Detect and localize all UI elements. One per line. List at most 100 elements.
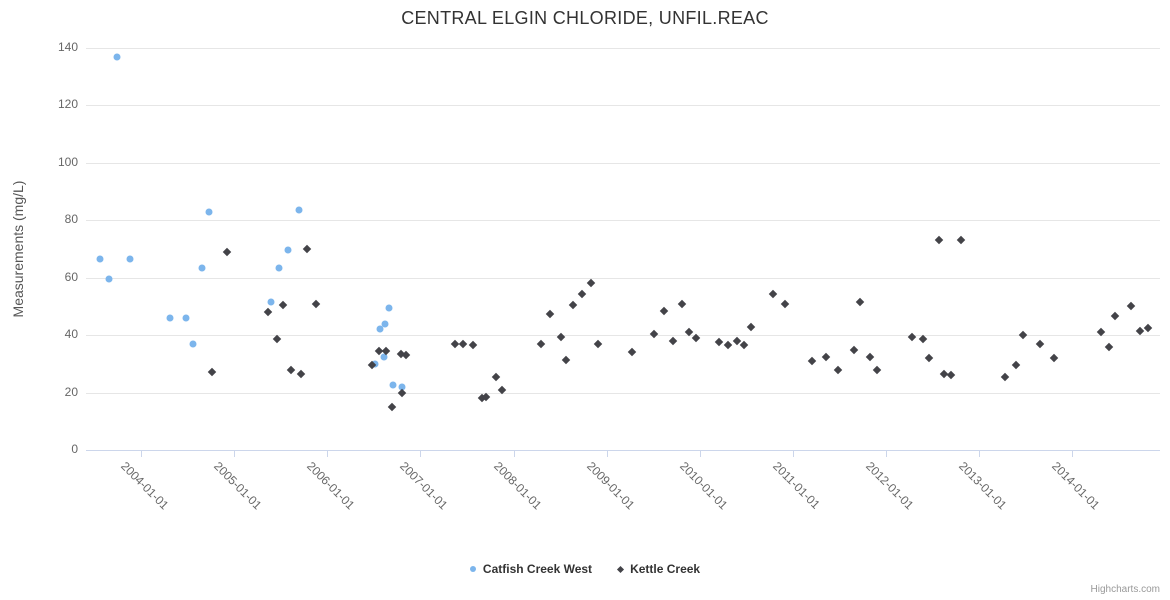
data-point-kettle-creek[interactable] (1143, 323, 1153, 333)
x-tick-mark (513, 451, 515, 457)
data-point-kettle-creek[interactable] (311, 299, 321, 308)
data-point-kettle-creek[interactable] (649, 329, 659, 338)
data-point-catfish-creek-west[interactable] (182, 314, 190, 322)
y-gridline (86, 48, 1160, 49)
data-point-catfish-creek-west[interactable] (198, 264, 205, 272)
data-point-kettle-creek[interactable] (907, 332, 917, 341)
y-tick-label: 20 (64, 384, 78, 399)
data-point-kettle-creek[interactable] (222, 247, 231, 257)
data-point-kettle-creek[interactable] (545, 309, 555, 318)
legend: Catfish Creek West Kettle Creek (0, 562, 1170, 576)
data-point-kettle-creek[interactable] (568, 300, 578, 310)
data-point-catfish-creek-west[interactable] (376, 325, 384, 333)
data-point-kettle-creek[interactable] (1018, 330, 1028, 340)
legend-item-kettle-creek[interactable]: Kettle Creek (617, 562, 700, 576)
data-point-kettle-creek[interactable] (677, 299, 687, 308)
y-gridline (86, 335, 1160, 337)
data-point-kettle-creek[interactable] (739, 340, 748, 350)
data-point-kettle-creek[interactable] (556, 332, 566, 341)
data-point-kettle-creek[interactable] (207, 368, 216, 377)
data-point-kettle-creek[interactable] (627, 348, 637, 357)
highcharts-credits-link[interactable]: Highcharts.com (1090, 584, 1160, 595)
data-point-kettle-creek[interactable] (849, 345, 858, 354)
data-point-kettle-creek[interactable] (296, 369, 306, 379)
data-point-catfish-creek-west[interactable] (381, 320, 389, 328)
x-tick-mark (606, 451, 608, 457)
y-tick-label: 0 (71, 442, 78, 456)
data-point-kettle-creek[interactable] (723, 340, 733, 350)
data-point-catfish-creek-west[interactable] (189, 340, 197, 348)
data-point-kettle-creek[interactable] (956, 236, 965, 245)
x-tick-label: 2010-01-01 (676, 459, 731, 513)
x-tick-label: 2009-01-01 (583, 459, 638, 513)
data-point-kettle-creek[interactable] (1011, 361, 1020, 370)
data-point-catfish-creek-west[interactable] (113, 53, 121, 61)
data-point-kettle-creek[interactable] (272, 335, 282, 344)
x-tick-mark (234, 451, 236, 457)
data-point-catfish-creek-west[interactable] (385, 304, 393, 312)
y-gridline (86, 392, 1160, 394)
chart-title: CENTRAL ELGIN CHLORIDE, UNFIL.REAC (401, 8, 769, 28)
data-point-kettle-creek[interactable] (807, 356, 816, 366)
data-point-kettle-creek[interactable] (402, 350, 411, 360)
data-point-catfish-creek-west[interactable] (398, 383, 406, 391)
data-point-kettle-creek[interactable] (388, 402, 397, 412)
x-tick-mark (979, 451, 981, 457)
data-point-kettle-creek[interactable] (1126, 302, 1136, 311)
x-tick-label: 2008-01-01 (490, 459, 544, 513)
data-point-catfish-creek-west[interactable] (126, 255, 134, 263)
data-point-kettle-creek[interactable] (660, 306, 669, 315)
data-point-kettle-creek[interactable] (561, 355, 570, 364)
data-point-kettle-creek[interactable] (302, 244, 311, 254)
data-point-kettle-creek[interactable] (668, 336, 678, 346)
data-point-kettle-creek[interactable] (586, 279, 596, 288)
data-point-kettle-creek[interactable] (866, 352, 875, 361)
data-point-kettle-creek[interactable] (1111, 312, 1120, 321)
data-point-kettle-creek[interactable] (577, 289, 586, 298)
diamond-marker-icon (617, 565, 625, 573)
data-point-kettle-creek[interactable] (1104, 342, 1114, 351)
x-tick-label: 2012-01-01 (863, 459, 917, 513)
data-point-kettle-creek[interactable] (263, 307, 272, 317)
data-point-catfish-creek-west[interactable] (380, 353, 388, 361)
legend-item-catfish-creek-west[interactable]: Catfish Creek West (469, 562, 592, 576)
data-point-kettle-creek[interactable] (833, 365, 842, 374)
data-point-kettle-creek[interactable] (1001, 372, 1010, 382)
data-point-kettle-creek[interactable] (821, 352, 830, 361)
data-point-catfish-creek-west[interactable] (275, 264, 283, 272)
data-point-kettle-creek[interactable] (947, 371, 956, 380)
data-point-kettle-creek[interactable] (780, 299, 789, 308)
data-point-kettle-creek[interactable] (469, 340, 478, 350)
data-point-kettle-creek[interactable] (769, 289, 778, 298)
y-tick-label: 60 (64, 269, 78, 284)
data-point-kettle-creek[interactable] (1035, 339, 1045, 348)
y-tick-label: 80 (64, 212, 78, 227)
data-point-kettle-creek[interactable] (594, 339, 603, 348)
data-point-kettle-creek[interactable] (746, 322, 756, 331)
data-point-kettle-creek[interactable] (715, 338, 724, 347)
data-point-kettle-creek[interactable] (924, 353, 934, 363)
data-point-kettle-creek[interactable] (919, 335, 928, 344)
x-axis-line (86, 450, 1160, 451)
data-point-catfish-creek-west[interactable] (105, 275, 113, 283)
data-point-kettle-creek[interactable] (286, 365, 296, 374)
data-point-kettle-creek[interactable] (934, 236, 944, 245)
data-point-kettle-creek[interactable] (872, 365, 882, 374)
data-point-catfish-creek-west[interactable] (166, 314, 174, 322)
data-point-kettle-creek[interactable] (536, 339, 545, 348)
data-point-catfish-creek-west[interactable] (205, 208, 213, 216)
data-point-kettle-creek[interactable] (491, 372, 501, 382)
x-tick-label: 2014-01-01 (1049, 459, 1103, 513)
x-tick-label: 2013-01-01 (956, 459, 1010, 513)
data-point-kettle-creek[interactable] (855, 297, 865, 307)
data-point-catfish-creek-west[interactable] (389, 381, 397, 389)
x-tick-mark (420, 451, 422, 457)
data-point-kettle-creek[interactable] (279, 300, 288, 310)
data-point-catfish-creek-west[interactable] (96, 255, 104, 263)
x-tick-mark (792, 451, 794, 457)
data-point-catfish-creek-west[interactable] (284, 246, 292, 254)
data-point-kettle-creek[interactable] (1049, 353, 1059, 363)
data-point-kettle-creek[interactable] (459, 339, 468, 348)
data-point-catfish-creek-west[interactable] (267, 298, 275, 306)
data-point-catfish-creek-west[interactable] (295, 206, 303, 214)
